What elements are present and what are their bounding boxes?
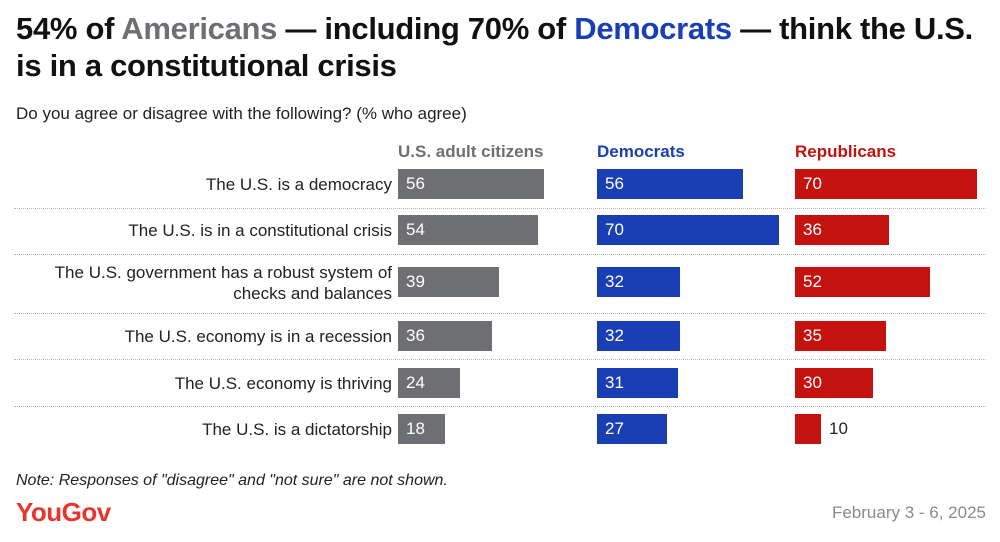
category-label: The U.S. is a democracy: [205, 175, 392, 194]
bar: [398, 215, 538, 245]
bar: [597, 215, 779, 245]
category-label: The U.S. economy is thriving: [174, 374, 392, 393]
category-label: The U.S. is a dictatorship: [202, 420, 392, 439]
data-label: 54: [406, 220, 425, 239]
title-highlight-americans: Americans: [121, 11, 278, 46]
yougov-logo: YouGov: [16, 497, 111, 527]
bar: [795, 414, 821, 444]
category-label: The U.S. economy is in a recession: [124, 327, 392, 346]
bar: [795, 267, 930, 297]
bar: [597, 414, 667, 444]
row-divider: [14, 406, 986, 407]
title-part-2: — including 70% of: [277, 11, 575, 46]
bar: [795, 215, 889, 245]
footnote: Note: Responses of "disagree" and "not s…: [16, 472, 448, 489]
data-label: 31: [605, 373, 624, 392]
data-label: 39: [406, 272, 425, 291]
bar: [398, 414, 445, 444]
row-divider: [14, 313, 986, 314]
row-divider: [14, 208, 986, 209]
bar: [795, 368, 873, 398]
data-label: 70: [803, 174, 822, 193]
data-label: 36: [803, 220, 822, 239]
bar: [597, 267, 680, 297]
legend-u-s-adult-citizens: U.S. adult citizens: [398, 142, 544, 161]
data-label: 10: [829, 419, 848, 438]
data-label: 32: [605, 272, 624, 291]
chart-subtitle: Do you agree or disagree with the follow…: [16, 104, 467, 123]
data-label: 32: [605, 326, 624, 345]
bar: [398, 321, 492, 351]
data-label: 56: [605, 174, 624, 193]
bar: [597, 169, 743, 199]
data-label: 52: [803, 272, 822, 291]
data-label: 27: [605, 419, 624, 438]
data-label: 35: [803, 326, 822, 345]
data-label: 24: [406, 373, 425, 392]
bar: [398, 169, 544, 199]
title-part-1: 54% of: [16, 11, 122, 46]
data-label: 30: [803, 373, 822, 392]
title-highlight-democrats: Democrats: [574, 11, 732, 46]
bar: [795, 169, 977, 199]
legend-democrats: Democrats: [597, 142, 685, 161]
data-label: 70: [605, 220, 624, 239]
data-label: 18: [406, 419, 425, 438]
row-divider: [14, 254, 986, 255]
data-label: 36: [406, 326, 425, 345]
row-divider: [14, 359, 986, 360]
title-part-3: — think the U.S. is in a constitutional …: [16, 11, 973, 83]
bar: [597, 368, 678, 398]
category-label: The U.S. is in a constitutional crisis: [128, 221, 392, 240]
category-label: The U.S. government has a robust system …: [54, 263, 392, 303]
data-label: 56: [406, 174, 425, 193]
bar: [398, 267, 499, 297]
bar: [597, 321, 680, 351]
bar: [398, 368, 460, 398]
chart-title: 54% of Americans — including 70% of Demo…: [16, 10, 986, 84]
survey-date: February 3 - 6, 2025: [831, 503, 986, 522]
legend-republicans: Republicans: [795, 142, 897, 161]
bar: [795, 321, 886, 351]
